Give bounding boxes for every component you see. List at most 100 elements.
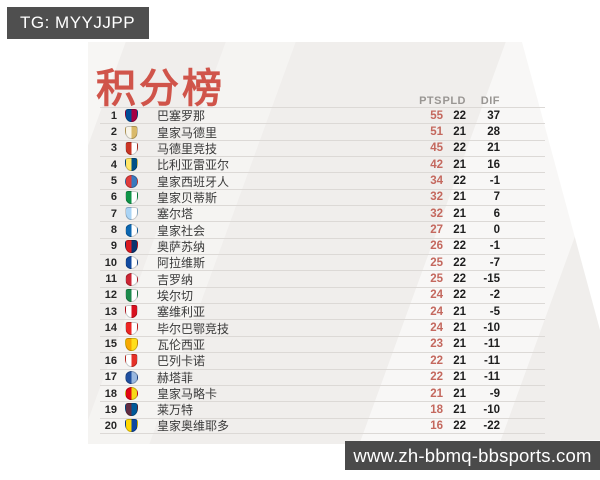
team-name: 赫塔菲 (157, 370, 194, 385)
rank-cell: 19 (104, 403, 117, 416)
pld-cell: 22 (453, 175, 466, 188)
team-badge-icon (125, 354, 138, 368)
pld-cell: 21 (453, 158, 466, 171)
team-badge-icon (125, 288, 138, 302)
team-name: 莱万特 (157, 403, 194, 418)
team-name: 马德里竞技 (157, 141, 218, 156)
team-badge-icon (125, 272, 138, 286)
team-name: 埃尔切 (157, 288, 194, 303)
table-row: 8 皇家社会 27 21 0 (100, 221, 545, 238)
team-badge-icon (125, 370, 138, 384)
telegram-badge: TG: MYYJJPP (7, 7, 150, 39)
dif-cell: -11 (484, 338, 500, 351)
pld-cell: 21 (453, 191, 466, 204)
dif-cell: -5 (489, 305, 500, 318)
pld-cell: 21 (453, 126, 466, 139)
pts-cell: 42 (430, 158, 443, 171)
team-badge-icon (125, 337, 138, 351)
pts-cell: 25 (430, 273, 443, 286)
table-row: 19 莱万特 18 21 -10 (100, 401, 545, 417)
dif-cell: -10 (483, 403, 500, 416)
team-badge-icon (125, 109, 138, 123)
team-badge-icon (125, 403, 138, 417)
team-badge-icon (125, 387, 138, 401)
team-badge-icon (125, 321, 138, 335)
table-row: 1 巴塞罗那 55 22 37 (100, 107, 545, 123)
rank-cell: 12 (104, 289, 117, 302)
dif-cell: 7 (493, 191, 500, 204)
team-name: 比利亚雷亚尔 (157, 158, 230, 173)
pts-cell: 26 (430, 240, 443, 253)
team-badge-icon (125, 125, 138, 139)
table-row: 20 皇家奥维耶多 16 22 -22 (100, 417, 545, 434)
rank-cell: 10 (104, 256, 117, 269)
team-badge-icon (125, 239, 138, 253)
table-row: 10 阿拉维斯 25 22 -7 (100, 254, 545, 270)
website-watermark-bar: www.zh-bbmq-bbsports.com (345, 441, 600, 470)
pts-cell: 18 (430, 403, 443, 416)
pld-cell: 21 (453, 322, 466, 335)
pld-cell: 21 (453, 403, 466, 416)
pts-cell: 24 (430, 289, 443, 302)
pld-cell: 21 (453, 354, 466, 367)
page-title: 积分榜 (96, 67, 225, 111)
pld-cell: 22 (453, 142, 466, 155)
table-row: 18 皇家马略卡 21 21 -9 (100, 384, 545, 401)
rank-cell: 6 (110, 191, 117, 204)
dif-cell: 21 (487, 142, 500, 155)
column-header-dif: DIF (480, 95, 500, 107)
pld-cell: 22 (453, 240, 466, 253)
pts-cell: 16 (430, 419, 443, 432)
dif-cell: -15 (483, 273, 500, 286)
column-header-pld: PLD (442, 95, 466, 107)
team-badge-icon (125, 158, 138, 172)
pts-cell: 21 (430, 387, 443, 400)
dif-cell: 28 (487, 126, 500, 139)
pts-cell: 24 (430, 322, 443, 335)
table-header-row: PTS PLD DIF (100, 82, 545, 107)
team-name: 毕尔巴鄂竞技 (157, 321, 230, 336)
pld-cell: 21 (453, 371, 466, 384)
pts-cell: 45 (430, 142, 443, 155)
dif-cell: -7 (489, 256, 500, 269)
table-row: 14 毕尔巴鄂竞技 24 21 -10 (100, 319, 545, 336)
team-name: 吉罗纳 (157, 272, 194, 287)
dif-cell: -11 (484, 371, 500, 384)
pld-cell: 21 (453, 338, 466, 351)
rank-cell: 18 (104, 387, 117, 400)
table-row: 5 皇家西班牙人 34 22 -1 (100, 172, 545, 189)
pts-cell: 55 (430, 109, 443, 122)
rank-cell: 8 (110, 224, 117, 237)
team-name: 奥萨苏纳 (157, 239, 206, 254)
standings-table: PTS PLD DIF 1 巴塞罗那 55 22 37 2 皇家马德里 51 21 28 3 马德里竞… (100, 82, 545, 434)
dif-cell: -1 (489, 240, 500, 253)
pld-cell: 21 (453, 207, 466, 220)
dif-cell: -2 (489, 289, 500, 302)
team-badge-icon (125, 223, 138, 237)
rank-cell: 4 (110, 158, 117, 171)
column-header-pts: PTS (419, 95, 442, 107)
pld-cell: 22 (453, 109, 466, 122)
team-name: 塞尔塔 (157, 207, 194, 222)
team-name: 塞维利亚 (157, 305, 206, 320)
rank-cell: 7 (110, 207, 117, 220)
pld-cell: 21 (453, 305, 466, 318)
dif-cell: 0 (493, 224, 500, 237)
team-name: 瓦伦西亚 (157, 337, 206, 352)
rank-cell: 20 (104, 419, 117, 432)
pts-cell: 23 (430, 338, 443, 351)
rank-cell: 2 (110, 126, 117, 139)
table-row: 15 瓦伦西亚 23 21 -11 (100, 335, 545, 352)
pts-cell: 25 (430, 256, 443, 269)
rank-cell: 15 (104, 338, 117, 351)
standings-body: 1 巴塞罗那 55 22 37 2 皇家马德里 51 21 28 3 马德里竞技 45 22 21 4 比利亚雷… (100, 107, 545, 434)
team-name: 皇家奥维耶多 (157, 419, 230, 434)
team-name: 巴列卡诺 (157, 354, 206, 369)
pts-cell: 24 (430, 305, 443, 318)
rank-cell: 3 (110, 142, 117, 155)
table-row: 12 埃尔切 24 22 -2 (100, 286, 545, 303)
dif-cell: -10 (483, 322, 500, 335)
team-badge-icon (125, 190, 138, 204)
dif-cell: -9 (489, 387, 500, 400)
